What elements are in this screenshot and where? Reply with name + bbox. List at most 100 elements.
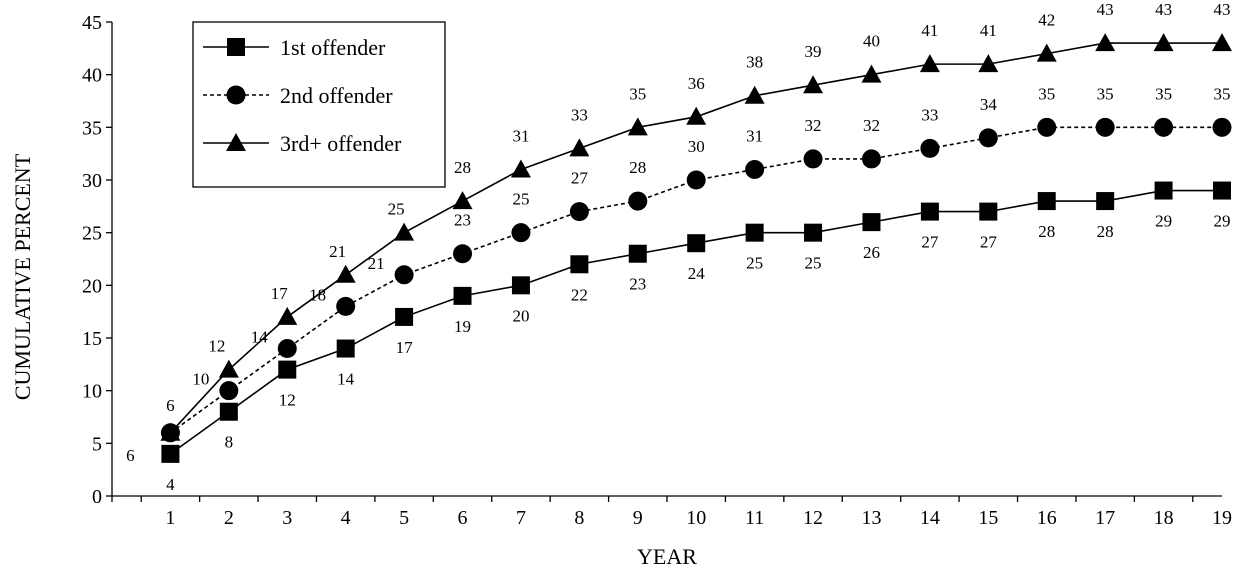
series-1-point bbox=[395, 307, 414, 326]
series-1-point bbox=[336, 339, 355, 358]
legend-label-3: 3rd+ offender bbox=[280, 131, 402, 156]
series-2-data-label: 21 bbox=[368, 254, 385, 273]
series-1-point bbox=[1154, 181, 1173, 200]
series-1-data-label: 25 bbox=[746, 254, 763, 273]
series-3-point bbox=[803, 75, 824, 94]
series-1-data-label: 17 bbox=[396, 338, 414, 357]
series-2-data-label: 14 bbox=[251, 328, 269, 347]
x-tick-label: 6 bbox=[458, 507, 468, 529]
series-1-point bbox=[745, 223, 764, 242]
series-1-point bbox=[1037, 192, 1056, 211]
series-2-point bbox=[453, 244, 473, 264]
series-3-data-label: 33 bbox=[571, 105, 588, 124]
series-2-point bbox=[219, 381, 239, 401]
x-tick-label: 18 bbox=[1154, 507, 1174, 529]
series-3-data-label: 42 bbox=[1038, 11, 1055, 30]
series-3-data-label: 25 bbox=[388, 200, 405, 219]
series-3-data-label: 43 bbox=[1155, 0, 1172, 19]
series-2-data-label: 25 bbox=[512, 190, 529, 209]
series-3-data-label: 21 bbox=[329, 242, 346, 261]
series-2-point bbox=[1037, 117, 1057, 137]
series-3-point bbox=[1212, 33, 1232, 52]
series-3-data-label: 43 bbox=[1097, 0, 1114, 19]
x-tick-label: 10 bbox=[686, 507, 706, 529]
series-1-point bbox=[1096, 192, 1115, 211]
y-tick-label: 35 bbox=[82, 117, 102, 139]
legend-marker-1 bbox=[227, 38, 245, 56]
series-3-point bbox=[1036, 43, 1057, 62]
series-3-data-label: 39 bbox=[805, 42, 822, 61]
legend-marker-3 bbox=[226, 133, 246, 151]
series-3-data-label: 31 bbox=[512, 126, 529, 145]
series-1-line bbox=[169, 189, 1222, 455]
series-1-data-label: 28 bbox=[1038, 222, 1055, 241]
x-tick-label: 9 bbox=[633, 507, 643, 529]
x-tick-label: 11 bbox=[745, 507, 764, 529]
series-3-data-label: 6 bbox=[166, 396, 175, 415]
y-tick-label: 0 bbox=[92, 486, 102, 508]
series-3-data-label: 12 bbox=[208, 337, 225, 356]
series-2-point bbox=[920, 138, 940, 158]
series-2-data-label: 35 bbox=[1214, 84, 1231, 103]
series-1-data-label: 27 bbox=[980, 233, 998, 252]
series-2-data-label: 30 bbox=[688, 137, 705, 156]
series-2-point bbox=[511, 223, 531, 243]
series-2-data-label: 35 bbox=[1097, 84, 1114, 103]
series-3-point bbox=[452, 191, 473, 210]
series-3-data-label: 38 bbox=[746, 53, 763, 72]
x-tick-label: 5 bbox=[399, 507, 409, 529]
series-1-point bbox=[804, 223, 823, 242]
y-tick-label: 45 bbox=[82, 12, 102, 34]
series-3-data-label: 41 bbox=[980, 21, 997, 40]
series-markers bbox=[160, 33, 1232, 463]
series-3-data-label: 43 bbox=[1214, 0, 1231, 19]
x-tick-label: 13 bbox=[861, 507, 881, 529]
legend-label-2: 2nd offender bbox=[280, 83, 393, 108]
series-2-point bbox=[1212, 117, 1232, 137]
series-1-data-label: 22 bbox=[571, 285, 588, 304]
series-2-point bbox=[569, 202, 589, 222]
x-tick-label: 7 bbox=[516, 507, 526, 529]
series-3-data-label: 28 bbox=[454, 158, 471, 177]
series-2-point bbox=[1095, 117, 1115, 137]
data-labels: 4 8 12 14 17 19 20 22 23 24 25 25 26 27 27 28 28 29 29 6 10 1… bbox=[126, 0, 1230, 494]
series-1-point bbox=[278, 360, 297, 379]
series-2-data-label: 32 bbox=[805, 116, 822, 135]
y-tick-label: 30 bbox=[82, 170, 102, 192]
series-2-data-label: 33 bbox=[921, 105, 938, 124]
series-1-data-label: 14 bbox=[337, 370, 355, 389]
series-2-data-label: 35 bbox=[1155, 84, 1172, 103]
y-axis-title: CUMULATIVE PERCENT bbox=[10, 153, 35, 400]
series-2-point bbox=[803, 149, 823, 169]
series-1-data-label: 23 bbox=[629, 275, 646, 294]
series-1-point bbox=[1213, 181, 1231, 200]
series-1-point bbox=[687, 234, 706, 253]
series-1-data-label: 29 bbox=[1155, 212, 1172, 231]
series-1-data-label: 20 bbox=[512, 306, 529, 325]
series-3-point bbox=[335, 264, 356, 283]
series-1-point bbox=[219, 402, 238, 421]
series-1-point bbox=[570, 255, 589, 274]
series-1-point bbox=[920, 202, 939, 221]
series-3-point bbox=[569, 138, 590, 157]
series-2-data-label: 31 bbox=[746, 126, 763, 145]
series-3-point bbox=[686, 106, 707, 125]
series-2-point bbox=[336, 296, 356, 316]
series-3-point bbox=[1095, 33, 1116, 52]
series-3-point bbox=[627, 117, 648, 136]
series-1-data-label: 12 bbox=[279, 391, 296, 410]
x-tick-label: 14 bbox=[920, 507, 940, 529]
x-tick-label: 17 bbox=[1095, 507, 1115, 529]
series-2-point bbox=[745, 159, 765, 179]
series-1-point bbox=[979, 202, 998, 221]
series-2-point bbox=[394, 265, 414, 285]
series-3-data-label: 17 bbox=[271, 284, 289, 303]
series-1-point bbox=[511, 276, 530, 295]
series-2-point bbox=[1154, 117, 1174, 137]
y-tick-label: 25 bbox=[82, 223, 102, 245]
series-1-point bbox=[862, 213, 881, 232]
series-3-point bbox=[218, 359, 239, 378]
series-2-data-label: 27 bbox=[571, 169, 589, 188]
series-2-data-label: 18 bbox=[309, 285, 326, 304]
